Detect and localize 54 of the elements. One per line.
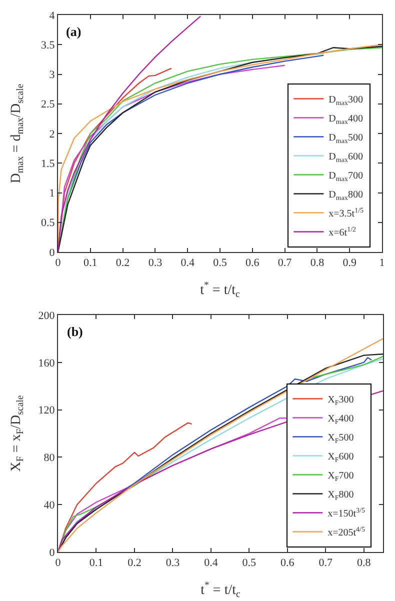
legend-label: X$_{F}$800	[328, 490, 354, 502]
x-tick-label: 0.4	[204, 557, 218, 570]
line-series	[58, 16, 202, 252]
x-tick-label: 0.2	[128, 557, 142, 570]
annotation: (b)	[67, 324, 83, 339]
legend-label: D$_{max}$400	[328, 114, 363, 126]
x-tick-label: 0.1	[84, 257, 98, 270]
x-tick-label: 0.9	[342, 257, 357, 270]
x-tick-label: 0.1	[89, 557, 104, 570]
x-tick-label: 0.6	[280, 557, 295, 570]
y-tick-label: 40	[44, 499, 56, 512]
legend-label: X$_{F}$500	[328, 432, 354, 445]
y-tick-label: 4	[49, 10, 56, 22]
legend-label: X$_{F}$700	[328, 470, 354, 483]
x-tick-label: 0.6	[246, 257, 260, 270]
x-tick-label: 1	[379, 257, 385, 270]
x-axis-title: t$^{*}$ = t/t$_{c}$	[200, 280, 241, 300]
legend-label: x=205t$^{4/5}$	[328, 525, 366, 539]
x-tick-label: 0.3	[148, 257, 163, 270]
y-tick-label: 200	[38, 310, 56, 322]
x-tick-label: 0.8	[357, 557, 372, 570]
x-tick-label: 0.2	[116, 257, 130, 270]
legend-label: X$_{F}$400	[328, 414, 354, 426]
legend-label: x=150t$^{3/5}$	[328, 506, 366, 520]
y-tick-label: 3.5	[41, 39, 56, 52]
legend-label: X$_{F}$300	[328, 394, 354, 407]
legend-label: x=3.5t$^{1/5}$	[328, 206, 364, 220]
x-axis-title: t$^{*}$ = t/t$_{c}$	[200, 580, 242, 600]
y-tick-label: 0	[49, 546, 56, 559]
y-tick-label: 1.5	[41, 158, 56, 170]
legend-label: X$_{F}$600	[328, 452, 354, 464]
x-tick-label: 0.5	[242, 557, 257, 570]
legend-label: D$_{max}$700	[328, 170, 363, 183]
legend-label: x=6t$^{1/2}$	[328, 225, 357, 239]
x-tick-label: 0.4	[180, 257, 195, 270]
legend-label: D$_{max}$800	[328, 190, 363, 202]
x-tick-label: 0.7	[278, 257, 292, 270]
x-tick-label: 0.5	[213, 257, 228, 270]
y-tick-label: 0.5	[41, 217, 56, 230]
y-tick-label: 1	[49, 188, 55, 200]
x-tick-label: 0.8	[310, 257, 325, 270]
y-tick-label: 3	[49, 69, 56, 82]
legend-label: D$_{max}$300	[328, 94, 363, 107]
y-tick-label: 120	[38, 404, 56, 417]
y-tick-label: 2.5	[41, 98, 56, 111]
y-tick-label: 0	[49, 246, 56, 259]
x-tick-label: 0.3	[166, 557, 180, 570]
legend-label: D$_{max}$500	[328, 132, 363, 145]
y-tick-label: 2	[49, 128, 55, 140]
legend-label: D$_{max}$600	[328, 152, 363, 164]
annotation: (a)	[66, 24, 82, 39]
x-tick-label: 0.7	[318, 557, 334, 570]
y-tick-label: 160	[38, 357, 56, 370]
y-tick-label: 80	[44, 452, 56, 464]
